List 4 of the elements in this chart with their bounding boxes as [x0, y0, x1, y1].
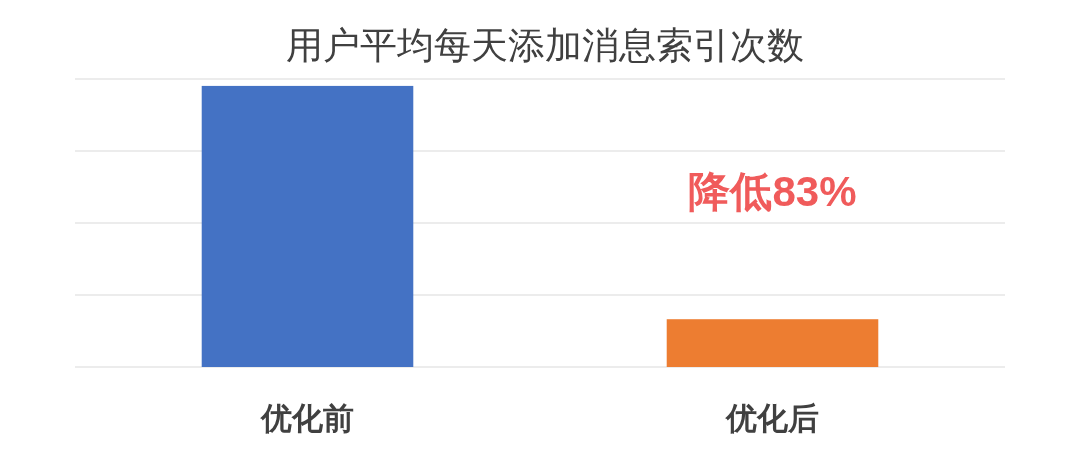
annotation: 降低83%	[688, 168, 857, 215]
x-tick-label: 优化后	[725, 401, 819, 436]
x-tick-label: 优化前	[260, 401, 354, 436]
chart-title: 用户平均每天添加消息索引次数	[286, 25, 804, 66]
